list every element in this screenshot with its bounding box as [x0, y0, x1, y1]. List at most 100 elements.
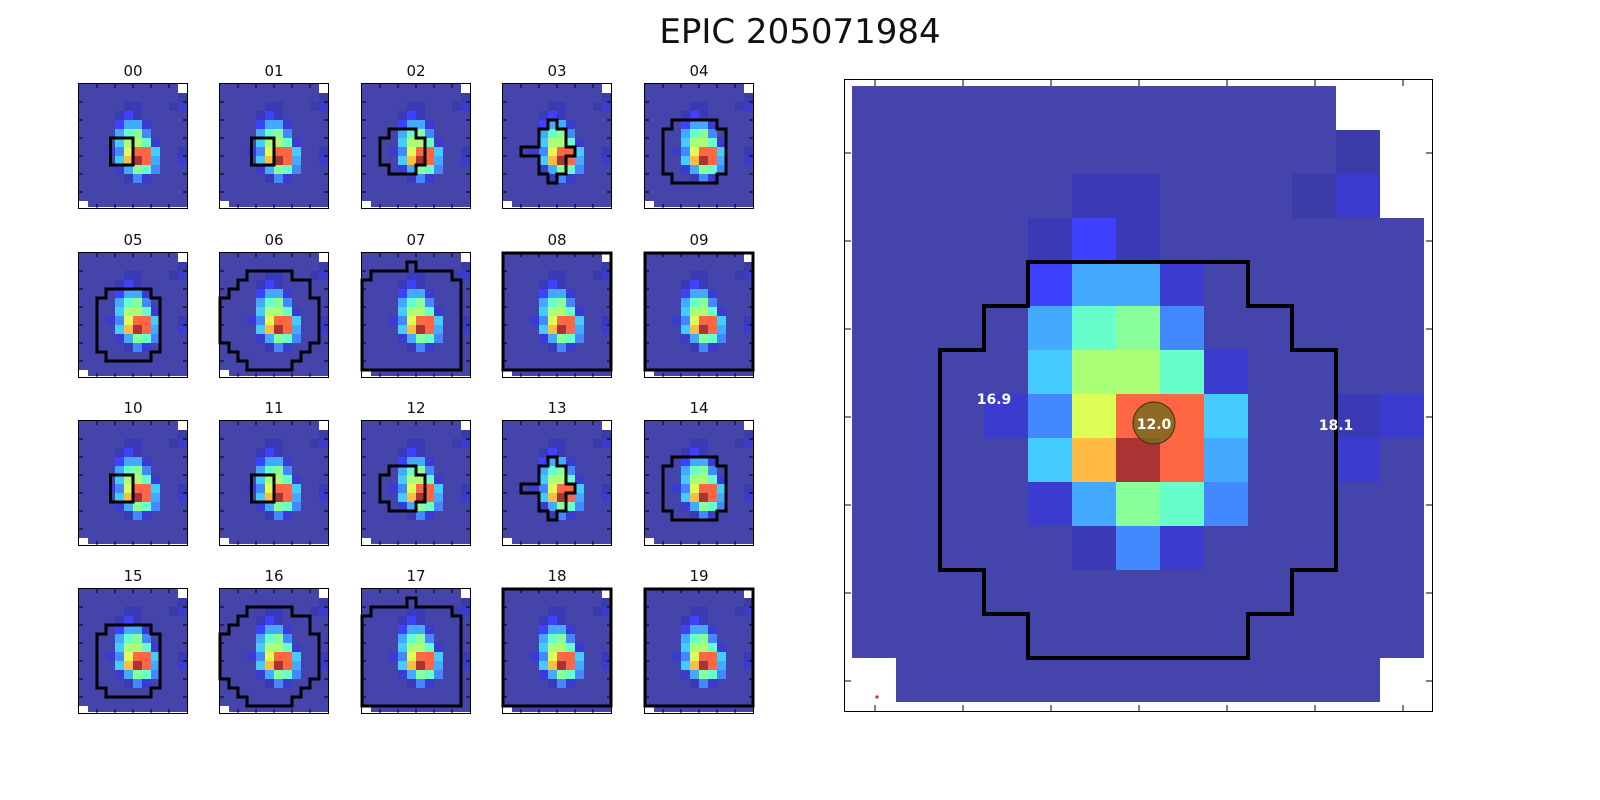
main-pixel: [1248, 262, 1292, 306]
main-pixel: [896, 130, 940, 174]
aperture-outline: [218, 269, 321, 372]
thumbnail-panel: [360, 588, 471, 715]
main-pixel: [1336, 614, 1380, 658]
main-pixel: [1160, 130, 1204, 174]
main-pixel: [1380, 174, 1424, 218]
main-pixel: [1248, 526, 1292, 570]
main-pixel: [1292, 482, 1336, 526]
thumbnail-panel: [361, 420, 471, 547]
main-pixel: [1028, 350, 1072, 394]
main-pixel: [896, 526, 940, 570]
main-pixel: [1072, 614, 1116, 658]
main-pixel: [1336, 350, 1380, 394]
main-pixel: [896, 262, 940, 306]
main-pixel: [1116, 174, 1160, 218]
main-pixel: [852, 218, 896, 262]
main-pixel: [1336, 526, 1380, 570]
thumbnail-panel: [78, 588, 188, 715]
main-pixel: [1028, 130, 1072, 174]
main-pixel: [1028, 658, 1072, 702]
main-pixel: [1292, 526, 1336, 570]
main-pixel: [852, 526, 896, 570]
main-pixel: [1292, 262, 1336, 306]
main-pixel: [1116, 350, 1160, 394]
thumbnail-label: 12: [406, 399, 426, 417]
main-pixel: [1292, 394, 1336, 438]
main-pixel: [1336, 86, 1380, 130]
thumbnail-label: 03: [547, 62, 567, 80]
main-aperture-outline: [938, 260, 1338, 660]
main-pixel: [1380, 570, 1424, 614]
main-pixel: [1380, 438, 1424, 482]
thumbnail-label: 16: [264, 567, 284, 585]
aperture-outline: [250, 473, 276, 504]
main-pixel: [1204, 658, 1248, 702]
thumbnail-label: 17: [406, 567, 426, 585]
main-pixel: [984, 174, 1028, 218]
thumbnail-label: 19: [689, 567, 709, 585]
main-pixel: [852, 658, 896, 702]
thumbnail-panel: [78, 252, 188, 379]
main-pixel: [1160, 570, 1204, 614]
main-pixel: [1336, 262, 1380, 306]
thumbnail-panel: [360, 252, 471, 379]
main-ticks: [845, 80, 1432, 711]
main-pixel: [1336, 658, 1380, 702]
main-pixel: [1028, 614, 1072, 658]
thumbnail-label: 08: [547, 231, 567, 249]
main-pixel: [1072, 130, 1116, 174]
main-pixel: [896, 394, 940, 438]
main-pixel: [984, 394, 1028, 438]
main-pixel: [1160, 438, 1204, 482]
main-pixel: [1248, 394, 1292, 438]
main-pixel: [1072, 350, 1116, 394]
main-pixel: [1072, 218, 1116, 262]
thumbnail-panel: [218, 588, 329, 715]
thumbnail-panel: [502, 83, 612, 210]
main-pixel: [940, 658, 984, 702]
thumbnail-panel: [502, 420, 612, 547]
main-pixel: [1160, 614, 1204, 658]
main-pixel: [1116, 570, 1160, 614]
main-pixel: [1292, 130, 1336, 174]
main-pixel: [896, 438, 940, 482]
main-pixel: [940, 130, 984, 174]
main-pixel: [1204, 174, 1248, 218]
main-pixel: [896, 174, 940, 218]
main-pixel: [1116, 658, 1160, 702]
thumbnail-panel: [78, 83, 188, 210]
main-pixel: [1116, 526, 1160, 570]
main-pixel: [1072, 306, 1116, 350]
main-pixel: [852, 614, 896, 658]
main-pixel: [852, 394, 896, 438]
main-pixel: [1336, 570, 1380, 614]
thumbnail-label: 01: [264, 62, 284, 80]
thumbnail-panel: [643, 587, 755, 715]
main-pixel: [1248, 658, 1292, 702]
main-pixel: [1292, 218, 1336, 262]
main-pixel: [1292, 86, 1336, 130]
main-pixel: [896, 658, 940, 702]
main-pixel: [1204, 570, 1248, 614]
aperture-outline: [95, 623, 162, 699]
main-pixel: [1028, 306, 1072, 350]
main-pixel: [984, 350, 1028, 394]
main-pixel: [1204, 86, 1248, 130]
main-pixel: [1072, 570, 1116, 614]
thumbnail-label: 15: [123, 567, 143, 585]
aperture-outline: [519, 118, 577, 185]
main-pixel: [1336, 394, 1380, 438]
aperture-outline: [95, 287, 162, 363]
thumbnail-label: 11: [264, 399, 284, 417]
star-magnitude-label: 18.1: [1319, 418, 1354, 434]
main-pixel: [1204, 306, 1248, 350]
main-pixel: [896, 218, 940, 262]
main-pixel: [1248, 174, 1292, 218]
main-pixel: [940, 482, 984, 526]
main-pixel: [1160, 218, 1204, 262]
main-pixel: [1072, 262, 1116, 306]
main-pixel: [1248, 614, 1292, 658]
main-pixel: [984, 438, 1028, 482]
main-pixel: [896, 86, 940, 130]
